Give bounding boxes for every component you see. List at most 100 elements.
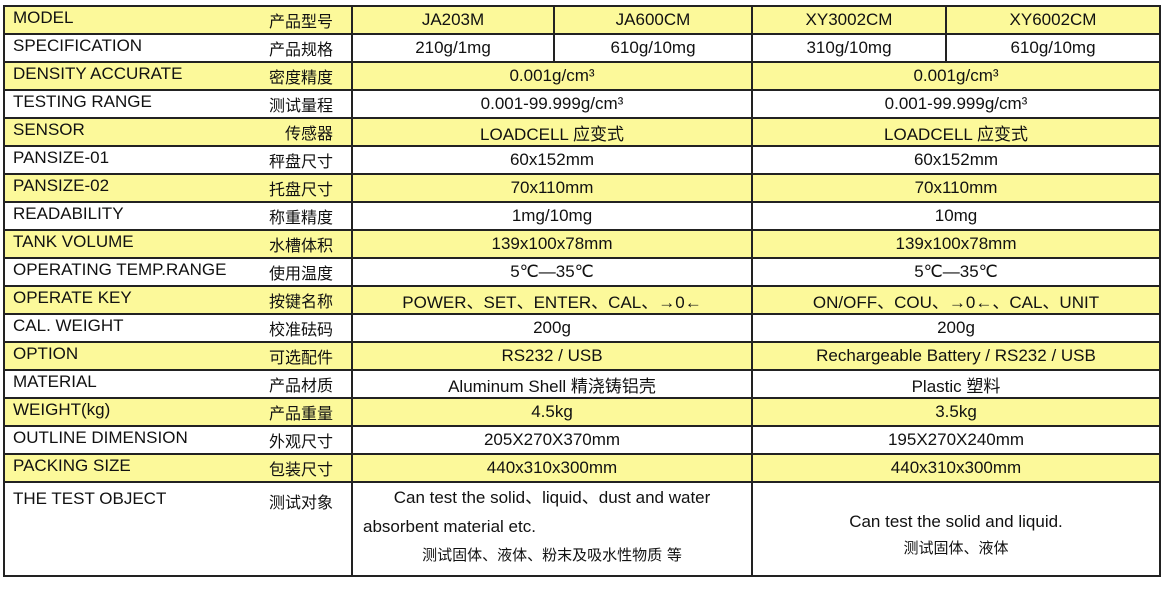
table-row: TESTING RANGE 测试量程 0.001-99.999g/cm³ 0.00… <box>3 89 1161 119</box>
label-zh: 校准砝码 <box>268 320 333 339</box>
label-cell: CAL. WEIGHT 校准砝码 <box>3 313 353 343</box>
label-cell: OPTION 可选配件 <box>3 341 353 371</box>
row-spec: SPECIFICATION 产品规格 210g/1mg 610g/10mg 310… <box>3 33 1161 63</box>
value-ja: Aluminum Shell 精浇铸铝壳 <box>351 369 753 399</box>
value-xy: 440x310x300mm <box>751 453 1161 483</box>
table-row: READABILITY 称重精度 1mg/10mg 10mg <box>3 201 1161 231</box>
value-ja: POWER、SET、ENTER、CAL、→0← <box>351 285 753 315</box>
label-en: OPTION <box>13 344 79 363</box>
table-row: OPERATING TEMP.RANGE 使用温度 5℃—35℃ 5℃—35℃ <box>3 257 1161 287</box>
label-zh: 称重精度 <box>268 208 333 227</box>
spec-3: 310g/10mg <box>751 33 947 63</box>
value-xy: LOADCELL 应变式 <box>751 117 1161 147</box>
label-zh: 按键名称 <box>268 292 333 311</box>
value-xy: Plastic 塑料 <box>751 369 1161 399</box>
label-zh: 产品型号 <box>268 12 333 31</box>
row-test-object: THE TEST OBJECT 测试对象 Can test the solid、l… <box>3 481 1161 577</box>
value-xy: 200g <box>751 313 1161 343</box>
label-en: WEIGHT(kg) <box>13 400 111 419</box>
label-cell: MODEL 产品型号 <box>3 5 353 35</box>
value-xy: 70x110mm <box>751 173 1161 203</box>
label-en: PACKING SIZE <box>13 456 131 475</box>
model-4: XY6002CM <box>945 5 1161 35</box>
label-en: TESTING RANGE <box>13 92 152 111</box>
label-en: MODEL <box>13 8 74 27</box>
label-cell: SENSOR 传感器 <box>3 117 353 147</box>
value-xy: Rechargeable Battery / RS232 / USB <box>751 341 1161 371</box>
label-cell: TESTING RANGE 测试量程 <box>3 89 353 119</box>
value-ja: LOADCELL 应变式 <box>351 117 753 147</box>
label-cell: SPECIFICATION 产品规格 <box>3 33 353 63</box>
value-xy: 195X270X240mm <box>751 425 1161 455</box>
label-cell: WEIGHT(kg) 产品重量 <box>3 397 353 427</box>
value-xy: 139x100x78mm <box>751 229 1161 259</box>
value-ja: 0.001g/cm³ <box>351 61 753 91</box>
value-xy: 0.001-99.999g/cm³ <box>751 89 1161 119</box>
value-ja: 200g <box>351 313 753 343</box>
label-cell: OPERATING TEMP.RANGE 使用温度 <box>3 257 353 287</box>
label-zh: 外观尺寸 <box>268 432 333 451</box>
label-en: READABILITY <box>13 204 124 223</box>
table-row: DENSITY ACCURATE 密度精度 0.001g/cm³ 0.001g/c… <box>3 61 1161 91</box>
label-en: OUTLINE DIMENSION <box>13 428 188 447</box>
label-en: TANK VOLUME <box>13 232 134 251</box>
test-object-b: Can test the solid and liquid. 测试固体、液体 <box>751 481 1161 577</box>
table-row: PANSIZE-01 秤盘尺寸 60x152mm 60x152mm <box>3 145 1161 175</box>
table-row: TANK VOLUME 水槽体积 139x100x78mm 139x100x78m… <box>3 229 1161 259</box>
label-cell: OPERATE KEY 按键名称 <box>3 285 353 315</box>
table-row: PACKING SIZE 包装尺寸 440x310x300mm 440x310x3… <box>3 453 1161 483</box>
value-ja: 4.5kg <box>351 397 753 427</box>
label-cell: OUTLINE DIMENSION 外观尺寸 <box>3 425 353 455</box>
label-cell: DENSITY ACCURATE 密度精度 <box>3 61 353 91</box>
text: Can test the solid and liquid. <box>849 511 1063 531</box>
value-xy: ON/OFF、COU、→0←、CAL、UNIT <box>751 285 1161 315</box>
label-zh: 密度精度 <box>268 68 333 87</box>
value-xy: 5℃—35℃ <box>751 257 1161 287</box>
label-en: THE TEST OBJECT <box>13 489 167 508</box>
model-3: XY3002CM <box>751 5 947 35</box>
table-row: PANSIZE-02 托盘尺寸 70x110mm 70x110mm <box>3 173 1161 203</box>
label-zh: 传感器 <box>284 124 333 143</box>
table-row: OUTLINE DIMENSION 外观尺寸 205X270X370mm 195X… <box>3 425 1161 455</box>
model-1: JA203M <box>351 5 555 35</box>
label-cell: TANK VOLUME 水槽体积 <box>3 229 353 259</box>
label-zh: 测试量程 <box>268 96 333 115</box>
label-zh: 产品规格 <box>268 40 333 59</box>
spec-4: 610g/10mg <box>945 33 1161 63</box>
value-ja: 440x310x300mm <box>351 453 753 483</box>
label-en: MATERIAL <box>13 372 97 391</box>
label-en: CAL. WEIGHT <box>13 316 124 335</box>
label-en: SPECIFICATION <box>13 36 143 55</box>
value-xy: 3.5kg <box>751 397 1161 427</box>
text: 测试固体、液体 <box>903 538 1009 557</box>
label-zh: 产品重量 <box>268 404 333 423</box>
label-zh: 包装尺寸 <box>268 460 333 479</box>
table-row: SENSOR 传感器 LOADCELL 应变式 LOADCELL 应变式 <box>3 117 1161 147</box>
spec-table: MODEL 产品型号 JA203M JA600CM XY3002CM XY6002… <box>3 5 1161 577</box>
label-zh: 使用温度 <box>268 264 333 283</box>
value-ja: 60x152mm <box>351 145 753 175</box>
label-zh: 托盘尺寸 <box>268 180 333 199</box>
label-zh: 可选配件 <box>268 348 333 367</box>
table-row: CAL. WEIGHT 校准砝码 200g 200g <box>3 313 1161 343</box>
label-zh: 测试对象 <box>268 493 333 512</box>
table-row: WEIGHT(kg) 产品重量 4.5kg 3.5kg <box>3 397 1161 427</box>
label-en: PANSIZE-02 <box>13 176 110 195</box>
label-en: OPERATING TEMP.RANGE <box>13 260 227 279</box>
label-cell: PANSIZE-02 托盘尺寸 <box>3 173 353 203</box>
label-cell: MATERIAL 产品材质 <box>3 369 353 399</box>
table-row: OPTION 可选配件 RS232 / USB Rechargeable Batt… <box>3 341 1161 371</box>
label-zh: 秤盘尺寸 <box>268 152 333 171</box>
value-ja: 205X270X370mm <box>351 425 753 455</box>
value-ja: 139x100x78mm <box>351 229 753 259</box>
model-2: JA600CM <box>553 5 753 35</box>
text: 测试固体、液体、粉末及吸水性物质 等 <box>422 546 682 564</box>
label-en: DENSITY ACCURATE <box>13 64 183 83</box>
spec-2: 610g/10mg <box>553 33 753 63</box>
test-object-a: Can test the solid、liquid、dust and water… <box>351 481 753 577</box>
table-row: MATERIAL 产品材质 Aluminum Shell 精浇铸铝壳 Plasti… <box>3 369 1161 399</box>
row-model: MODEL 产品型号 JA203M JA600CM XY3002CM XY6002… <box>3 5 1161 35</box>
value-xy: 10mg <box>751 201 1161 231</box>
label-en: SENSOR <box>13 120 85 139</box>
label-cell: PANSIZE-01 秤盘尺寸 <box>3 145 353 175</box>
